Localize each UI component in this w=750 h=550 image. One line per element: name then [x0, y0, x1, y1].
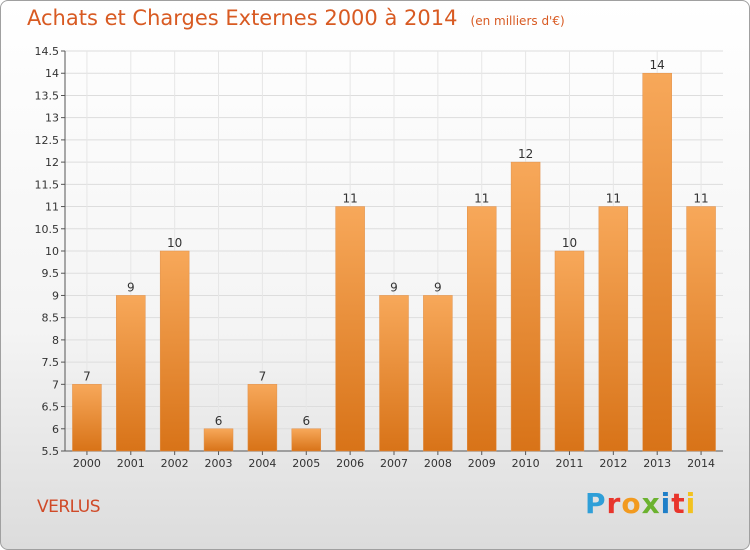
data-label: 9: [390, 280, 398, 294]
bar: [203, 428, 234, 452]
data-label: 9: [434, 280, 442, 294]
y-tick-label: 10: [45, 245, 59, 258]
x-tick-label: 2008: [424, 457, 452, 470]
labels: 7 2000 9 2001 10 2002 6 2003 7 2004 6 2005 11 2006 9 20…: [73, 58, 715, 470]
y-tick-label: 12.5: [35, 134, 60, 147]
logo-letter: o: [621, 487, 642, 520]
data-label: 11: [474, 192, 489, 206]
logo-letter: r: [606, 487, 622, 520]
y-tick-label: 14.5: [35, 45, 60, 58]
data-label: 14: [650, 58, 665, 72]
unit-note: (en milliers d'€): [470, 14, 565, 28]
x-tick-label: 2003: [205, 457, 233, 470]
y-tick-label: 9: [52, 289, 59, 302]
y-tick-label: 5.5: [42, 445, 60, 458]
bar: [379, 295, 409, 452]
x-tick-label: 2011: [555, 457, 583, 470]
x-tick-label: 2002: [161, 457, 189, 470]
logo-letter: P: [585, 487, 607, 520]
bar: [159, 250, 190, 452]
y-tick-label: 10.5: [35, 223, 60, 236]
x-tick-label: 2012: [599, 457, 627, 470]
data-label: 6: [302, 414, 310, 428]
data-label: 11: [342, 192, 357, 206]
y-tick-label: 14: [45, 67, 59, 80]
x-tick-label: 2009: [468, 457, 496, 470]
data-label: 9: [127, 280, 135, 294]
x-tick-label: 2005: [292, 457, 320, 470]
bars: [72, 72, 716, 452]
bar: [686, 206, 716, 452]
y-tick-label: 7: [52, 378, 59, 391]
data-label: 10: [167, 236, 182, 250]
bar: [598, 206, 629, 452]
y-tick-label: 13: [45, 112, 59, 125]
x-tick-label: 2010: [512, 457, 540, 470]
data-label: 6: [215, 414, 223, 428]
title-text: Achats et Charges Externes 2000 à 2014: [27, 6, 458, 30]
bar: [467, 206, 497, 452]
bar: [510, 161, 541, 452]
bar: [642, 72, 672, 452]
x-tick-label: 2013: [643, 457, 671, 470]
bar: [423, 295, 453, 452]
place-name: VERLUS: [37, 497, 101, 517]
data-label: 10: [562, 236, 577, 250]
y-tick-label: 9.5: [42, 267, 60, 280]
logo-letter: i: [685, 487, 697, 520]
x-tick-label: 2006: [336, 457, 364, 470]
bar: [335, 206, 365, 452]
y-tick-label: 12: [45, 156, 59, 169]
y-tick-label: 8.5: [42, 312, 60, 325]
logo-letter: i: [660, 487, 672, 520]
data-label: 7: [83, 369, 91, 383]
axes: 5.5 6 6.5 7 7.5 8 8.5 9 9.5 10 10.5 11 11.5 12 12.5 13 1…: [35, 45, 723, 458]
y-tick-label: 13.5: [35, 89, 60, 102]
chart-title: Achats et Charges Externes 2000 à 2014 (…: [27, 6, 565, 30]
y-tick-label: 6.5: [42, 401, 60, 414]
logo-letter: x: [641, 487, 661, 520]
data-label: 12: [518, 147, 533, 161]
y-tick-label: 11: [45, 201, 59, 214]
x-tick-label: 2004: [248, 457, 276, 470]
x-tick-label: 2001: [117, 457, 145, 470]
bar: [116, 295, 146, 452]
y-tick-label: 11.5: [35, 178, 60, 191]
bar: [72, 384, 102, 452]
data-label: 11: [606, 192, 621, 206]
data-label: 7: [259, 369, 267, 383]
proxiti-logo[interactable]: Proxiti: [585, 487, 696, 520]
y-tick-label: 7.5: [42, 356, 60, 369]
logo-letter: t: [671, 487, 686, 520]
x-tick-label: 2000: [73, 457, 101, 470]
x-tick-label: 2007: [380, 457, 408, 470]
y-tick-label: 8: [52, 334, 59, 347]
y-tick-label: 6: [52, 423, 59, 436]
bar: [291, 428, 321, 452]
data-label: 11: [693, 192, 708, 206]
x-tick-label: 2014: [687, 457, 715, 470]
bar: [247, 384, 278, 452]
bar: [554, 250, 585, 452]
